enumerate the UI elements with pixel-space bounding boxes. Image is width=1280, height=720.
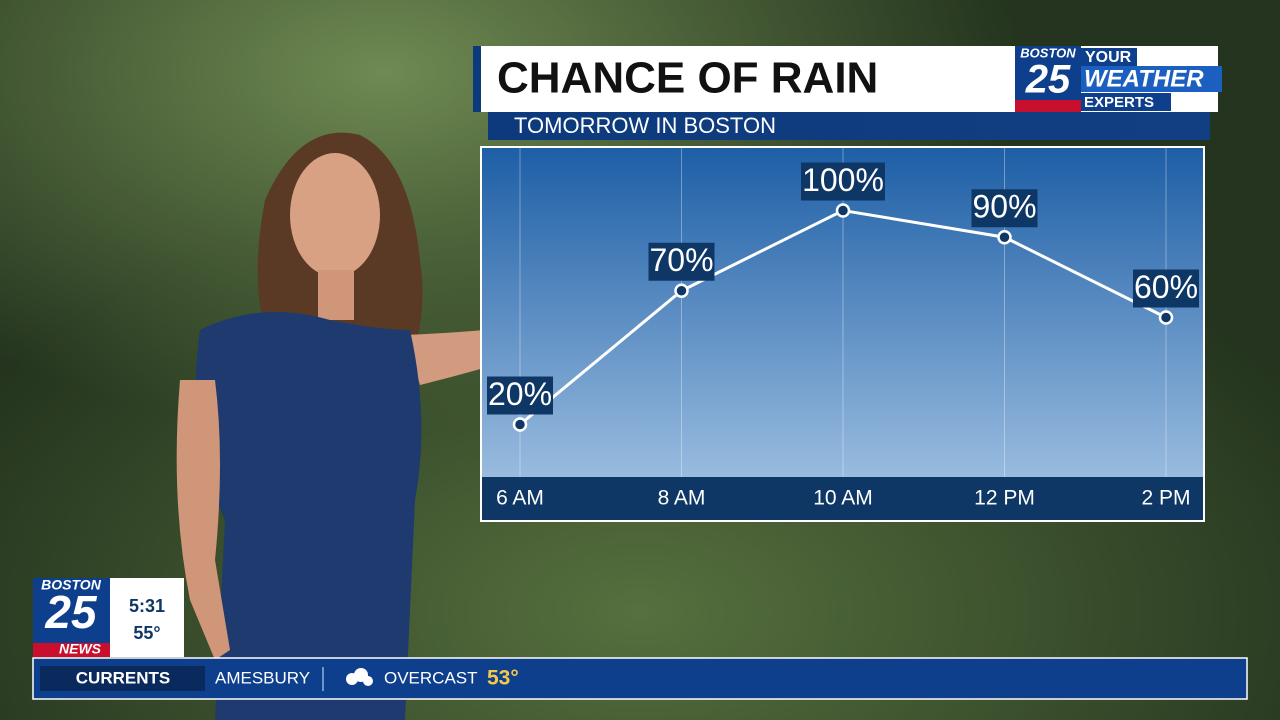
weather-icon bbox=[346, 668, 373, 686]
chart-subtitle: TOMORROW IN BOSTON bbox=[514, 113, 776, 138]
ticker-condition: OVERCAST bbox=[384, 668, 478, 687]
data-point bbox=[997, 230, 1012, 245]
logo-line2: WEATHER bbox=[1084, 65, 1204, 92]
logo-stripe bbox=[1015, 100, 1081, 112]
data-point bbox=[512, 417, 528, 432]
data-point bbox=[835, 203, 851, 218]
x-axis-band bbox=[482, 477, 1203, 520]
x-tick-label: 8 AM bbox=[658, 487, 706, 510]
x-tick-label: 6 AM bbox=[496, 487, 544, 510]
title-accent bbox=[473, 46, 481, 112]
bug-time: 5:31 bbox=[129, 596, 165, 616]
bug-channel: 25 bbox=[44, 586, 98, 638]
value-label-box bbox=[1133, 269, 1199, 308]
bug-stripe bbox=[33, 643, 110, 657]
value-label: 90% bbox=[972, 189, 1036, 225]
bug-brand: NEWS bbox=[59, 641, 102, 657]
data-point bbox=[674, 283, 689, 298]
logo-tag bbox=[1081, 93, 1171, 111]
x-tick-label: 12 PM bbox=[974, 487, 1035, 510]
value-label: 20% bbox=[488, 376, 552, 412]
logo-tag bbox=[1081, 48, 1137, 66]
plot: 6 AM 8 AM 10 AM 12 PM 2 PM 20% 70% 100% 90% 60% bbox=[487, 148, 1199, 510]
ticker: CURRENTS AMESBURY OVERCAST 53° bbox=[32, 657, 1248, 700]
ticker-location: AMESBURY bbox=[215, 668, 310, 687]
logo-station: BOSTON bbox=[1020, 45, 1076, 60]
presenter bbox=[176, 132, 665, 720]
chart-title: CHANCE OF RAIN bbox=[497, 54, 878, 103]
ticker-label-box bbox=[40, 666, 205, 691]
ticker-temperature: 53° bbox=[487, 667, 519, 690]
value-label-box bbox=[648, 242, 715, 281]
subtitle-bar bbox=[488, 112, 1210, 140]
x-tick-label: 10 AM bbox=[813, 487, 873, 510]
logo-channel: 25 bbox=[1025, 58, 1071, 102]
x-tick-label: 2 PM bbox=[1141, 487, 1190, 510]
value-label: 60% bbox=[1134, 269, 1198, 305]
value-label-box bbox=[487, 376, 553, 415]
value-label: 70% bbox=[649, 242, 713, 278]
value-label-box bbox=[971, 189, 1038, 228]
station-logo: BOSTON 25 YOUR WEATHER EXPERTS bbox=[1015, 45, 1222, 112]
ticker-bar bbox=[32, 657, 1248, 700]
value-label-box bbox=[801, 162, 885, 201]
logo-line1: YOUR bbox=[1085, 49, 1132, 66]
bug-temperature: 55° bbox=[133, 623, 160, 643]
data-point bbox=[1158, 310, 1174, 325]
logo-tag bbox=[1081, 66, 1222, 92]
value-label: 100% bbox=[802, 162, 884, 198]
corner-bug: BOSTON 25 NEWS 5:31 55° bbox=[33, 577, 184, 657]
bug-station: BOSTON bbox=[41, 577, 102, 593]
ticker-label: CURRENTS bbox=[76, 668, 170, 687]
logo-line3: EXPERTS bbox=[1084, 94, 1154, 111]
